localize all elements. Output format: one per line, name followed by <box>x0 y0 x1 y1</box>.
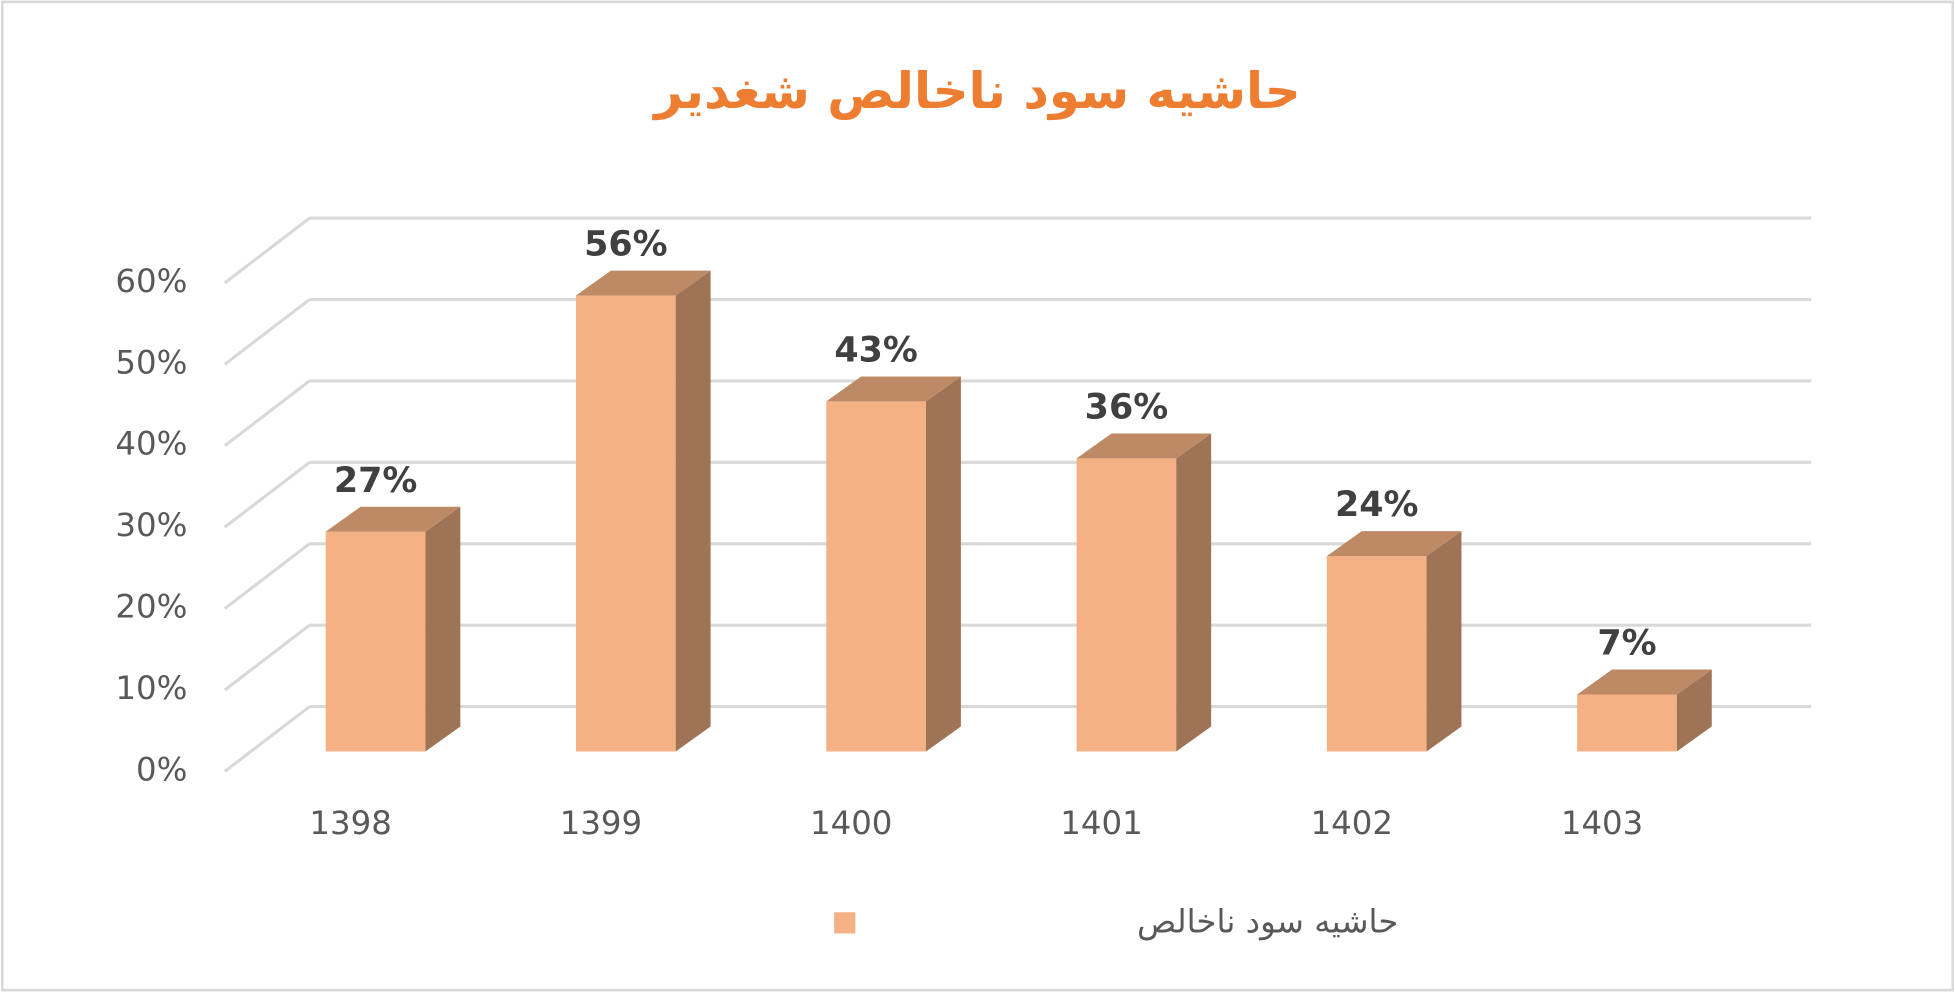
data-label: 56% <box>584 225 667 265</box>
bar-front <box>1076 458 1177 752</box>
bar-side <box>425 506 461 752</box>
legend-swatch <box>834 912 856 934</box>
bar-front <box>826 401 926 752</box>
bar-side <box>675 270 711 752</box>
bar <box>1326 531 1462 752</box>
bar <box>1076 433 1212 752</box>
y-tick-label: 30% <box>115 506 187 544</box>
y-tick-label: 60% <box>115 262 187 300</box>
bar-top <box>826 376 961 402</box>
grid-line-side <box>223 461 311 529</box>
bar-top <box>1577 669 1712 695</box>
bar-side <box>925 376 961 752</box>
x-tick-label: 1403 <box>1561 804 1643 842</box>
bar <box>576 270 711 752</box>
bar-front <box>325 531 426 752</box>
bar <box>1577 669 1712 752</box>
data-label: 7% <box>1597 624 1656 664</box>
bar-top <box>576 270 711 296</box>
data-label: 24% <box>1335 485 1418 525</box>
bar-top <box>325 506 461 532</box>
y-tick-label: 0% <box>136 750 187 788</box>
data-label: 36% <box>1085 388 1168 428</box>
bar-side <box>1426 531 1462 752</box>
y-tick-label: 50% <box>115 343 187 381</box>
bar-side <box>1176 433 1212 752</box>
x-tick-label: 1398 <box>309 804 391 842</box>
x-tick-label: 1401 <box>1060 804 1142 842</box>
grid-line-side <box>223 705 311 773</box>
y-tick-label: 10% <box>115 669 187 707</box>
grid-line-side <box>223 542 311 610</box>
legend-label: حاشیه سود ناخالص <box>1137 902 1398 940</box>
y-tick-label: 40% <box>115 425 187 463</box>
bar <box>325 506 461 752</box>
bar <box>826 376 961 752</box>
grid-line-side <box>223 298 311 366</box>
y-tick-label: 20% <box>115 588 187 626</box>
bar-front <box>1326 556 1427 752</box>
bar-top <box>1076 433 1212 459</box>
x-tick-label: 1400 <box>810 804 892 842</box>
bar-side <box>1676 669 1712 752</box>
bar-top <box>1326 531 1462 557</box>
x-tick-label: 1399 <box>560 804 642 842</box>
x-tick-label: 1402 <box>1311 804 1393 842</box>
grid-line-side <box>223 623 311 692</box>
grid-line-side <box>223 379 311 447</box>
grid-line-side <box>223 216 311 285</box>
bar-front <box>576 295 676 752</box>
chart-title: حاشیه سود ناخالص شغدیر <box>651 62 1300 121</box>
data-label: 43% <box>834 331 917 371</box>
data-label: 27% <box>334 461 417 501</box>
bar-front <box>1577 694 1677 752</box>
